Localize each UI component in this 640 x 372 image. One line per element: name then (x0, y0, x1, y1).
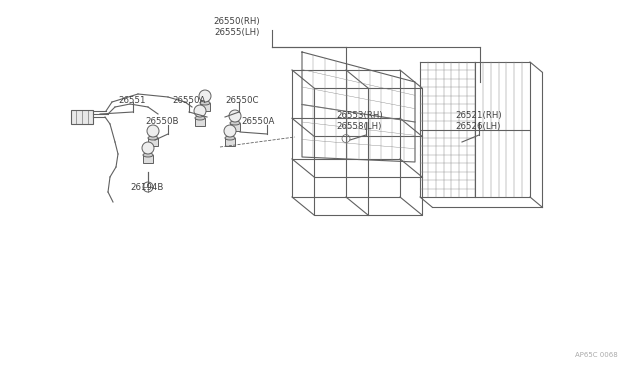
Circle shape (194, 105, 206, 117)
Text: 26550A: 26550A (241, 116, 275, 125)
Text: 26553(RH)
26558(LH): 26553(RH) 26558(LH) (336, 111, 383, 131)
Bar (230, 123, 240, 131)
Text: 26194B: 26194B (130, 183, 163, 192)
Circle shape (199, 90, 211, 102)
Text: 26521(RH)
26526(LH): 26521(RH) 26526(LH) (455, 111, 502, 131)
Ellipse shape (143, 153, 153, 157)
Ellipse shape (195, 116, 205, 120)
Text: AP65C 0068: AP65C 0068 (575, 352, 618, 358)
Text: 26550A: 26550A (172, 96, 205, 105)
Ellipse shape (200, 101, 210, 105)
Text: 26550C: 26550C (225, 96, 259, 105)
Bar (195, 118, 205, 126)
Circle shape (147, 125, 159, 137)
Bar (143, 155, 153, 163)
Ellipse shape (148, 136, 158, 140)
Circle shape (224, 125, 236, 137)
Bar (148, 138, 158, 146)
Bar (225, 138, 235, 146)
FancyBboxPatch shape (71, 110, 93, 124)
Ellipse shape (225, 136, 235, 140)
Bar (200, 103, 210, 111)
Ellipse shape (230, 121, 240, 125)
Circle shape (229, 110, 241, 122)
Text: 26550(RH)
26555(LH): 26550(RH) 26555(LH) (214, 17, 260, 37)
Text: 26551: 26551 (118, 96, 145, 105)
Circle shape (142, 142, 154, 154)
Text: 26550B: 26550B (145, 116, 179, 125)
